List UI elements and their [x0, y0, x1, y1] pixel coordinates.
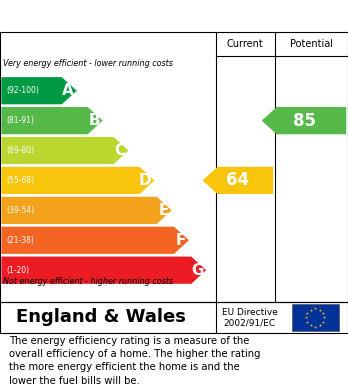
- Polygon shape: [1, 227, 189, 254]
- Text: D: D: [139, 173, 152, 188]
- Polygon shape: [1, 256, 206, 284]
- Text: EU Directive: EU Directive: [222, 308, 278, 317]
- Polygon shape: [1, 137, 128, 164]
- Text: (55-68): (55-68): [7, 176, 35, 185]
- Polygon shape: [1, 197, 172, 224]
- Polygon shape: [1, 77, 77, 104]
- Text: 64: 64: [226, 171, 250, 190]
- Text: Very energy efficient - lower running costs: Very energy efficient - lower running co…: [3, 59, 173, 68]
- Text: (1-20): (1-20): [7, 265, 30, 274]
- Text: 2002/91/EC: 2002/91/EC: [224, 319, 276, 328]
- Text: England & Wales: England & Wales: [16, 308, 186, 326]
- Polygon shape: [262, 107, 346, 134]
- Text: (39-54): (39-54): [7, 206, 35, 215]
- Text: The energy efficiency rating is a measure of the
overall efficiency of a home. T: The energy efficiency rating is a measur…: [9, 336, 260, 386]
- Text: C: C: [114, 143, 126, 158]
- Text: (92-100): (92-100): [7, 86, 39, 95]
- Text: (81-91): (81-91): [7, 116, 34, 125]
- Text: E: E: [158, 203, 169, 218]
- Text: F: F: [176, 233, 186, 248]
- Polygon shape: [1, 107, 103, 134]
- Text: B: B: [88, 113, 100, 128]
- Polygon shape: [1, 167, 155, 194]
- Text: Potential: Potential: [290, 39, 333, 49]
- Bar: [292, 304, 339, 331]
- Text: G: G: [191, 263, 203, 278]
- Text: Current: Current: [227, 39, 264, 49]
- Text: (21-38): (21-38): [7, 236, 34, 245]
- Text: A: A: [62, 83, 74, 98]
- Text: (69-80): (69-80): [7, 146, 35, 155]
- Text: Not energy efficient - higher running costs: Not energy efficient - higher running co…: [3, 277, 173, 286]
- Text: Energy Efficiency Rating: Energy Efficiency Rating: [10, 9, 220, 23]
- Polygon shape: [203, 167, 273, 194]
- Text: 85: 85: [293, 111, 316, 130]
